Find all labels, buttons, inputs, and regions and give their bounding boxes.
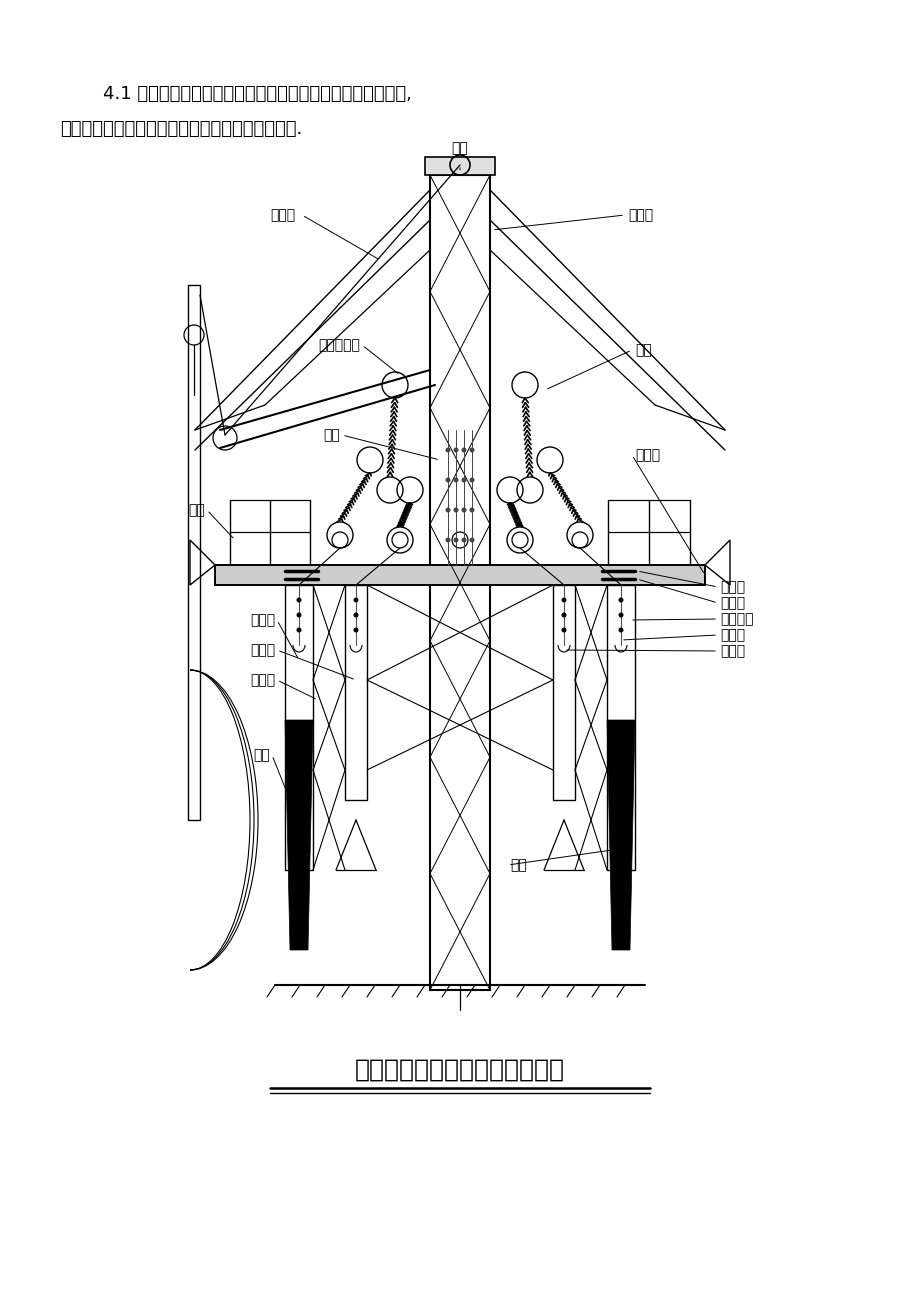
- Circle shape: [469, 508, 474, 513]
- Text: 钢丝绳: 钢丝绳: [269, 208, 295, 223]
- Polygon shape: [285, 720, 312, 950]
- Bar: [215, 565, 704, 585]
- Circle shape: [561, 598, 566, 603]
- Text: 外模板: 外模板: [250, 613, 275, 628]
- Circle shape: [353, 598, 358, 603]
- Circle shape: [445, 508, 450, 513]
- Text: 通过倒链同步提升操作平台进行施工。如下图所示.: 通过倒链同步提升操作平台进行施工。如下图所示.: [60, 120, 302, 138]
- Circle shape: [353, 628, 358, 633]
- Circle shape: [296, 628, 301, 633]
- Circle shape: [445, 448, 450, 453]
- Circle shape: [461, 448, 466, 453]
- Circle shape: [296, 598, 301, 603]
- Circle shape: [461, 508, 466, 513]
- Text: 竖井架: 竖井架: [628, 208, 652, 223]
- Text: 支撑木: 支撑木: [250, 673, 275, 687]
- Bar: [345, 585, 367, 799]
- Circle shape: [453, 448, 458, 453]
- Bar: [187, 285, 199, 820]
- Bar: [429, 174, 490, 990]
- Circle shape: [453, 508, 458, 513]
- Circle shape: [445, 478, 450, 483]
- Text: 栏杆: 栏杆: [188, 503, 205, 517]
- Circle shape: [453, 478, 458, 483]
- Circle shape: [561, 612, 566, 617]
- Text: 倒链: 倒链: [634, 342, 651, 357]
- Circle shape: [445, 538, 450, 543]
- Circle shape: [618, 598, 623, 603]
- Polygon shape: [607, 720, 634, 950]
- Circle shape: [453, 538, 458, 543]
- Text: 罐笼: 罐笼: [253, 749, 269, 762]
- Text: 4.1 本工程钢筋混凝土烟囱筒身采用手动提升冷轧钢板模板法,: 4.1 本工程钢筋混凝土烟囱筒身采用手动提升冷轧钢板模板法,: [80, 85, 412, 103]
- Circle shape: [469, 448, 474, 453]
- Bar: [425, 158, 494, 174]
- Circle shape: [296, 612, 301, 617]
- Text: 安全绳网: 安全绳网: [720, 612, 753, 626]
- Bar: [285, 585, 312, 870]
- Text: 筒壁: 筒壁: [509, 858, 527, 872]
- Circle shape: [461, 538, 466, 543]
- Circle shape: [353, 612, 358, 617]
- Text: 内吊架: 内吊架: [720, 644, 744, 658]
- Circle shape: [469, 478, 474, 483]
- Text: 操作台: 操作台: [634, 448, 660, 462]
- Text: 外吊架: 外吊架: [720, 628, 744, 642]
- Circle shape: [618, 628, 623, 633]
- Text: 内钢圈: 内钢圈: [720, 596, 744, 611]
- Text: 悬臂式桅杆: 悬臂式桅杆: [318, 339, 359, 352]
- Circle shape: [469, 538, 474, 543]
- Circle shape: [461, 478, 466, 483]
- Bar: [215, 565, 704, 585]
- Circle shape: [618, 612, 623, 617]
- Text: 竖井架外提内倒模板工艺示意图: 竖井架外提内倒模板工艺示意图: [355, 1059, 564, 1082]
- Text: 内模板: 内模板: [250, 643, 275, 658]
- Bar: [607, 585, 634, 870]
- Text: 钢筋: 钢筋: [323, 428, 340, 441]
- Circle shape: [561, 628, 566, 633]
- Text: 天轮: 天轮: [451, 141, 468, 155]
- Text: 外钢圈: 外钢圈: [720, 579, 744, 594]
- Bar: [552, 585, 574, 799]
